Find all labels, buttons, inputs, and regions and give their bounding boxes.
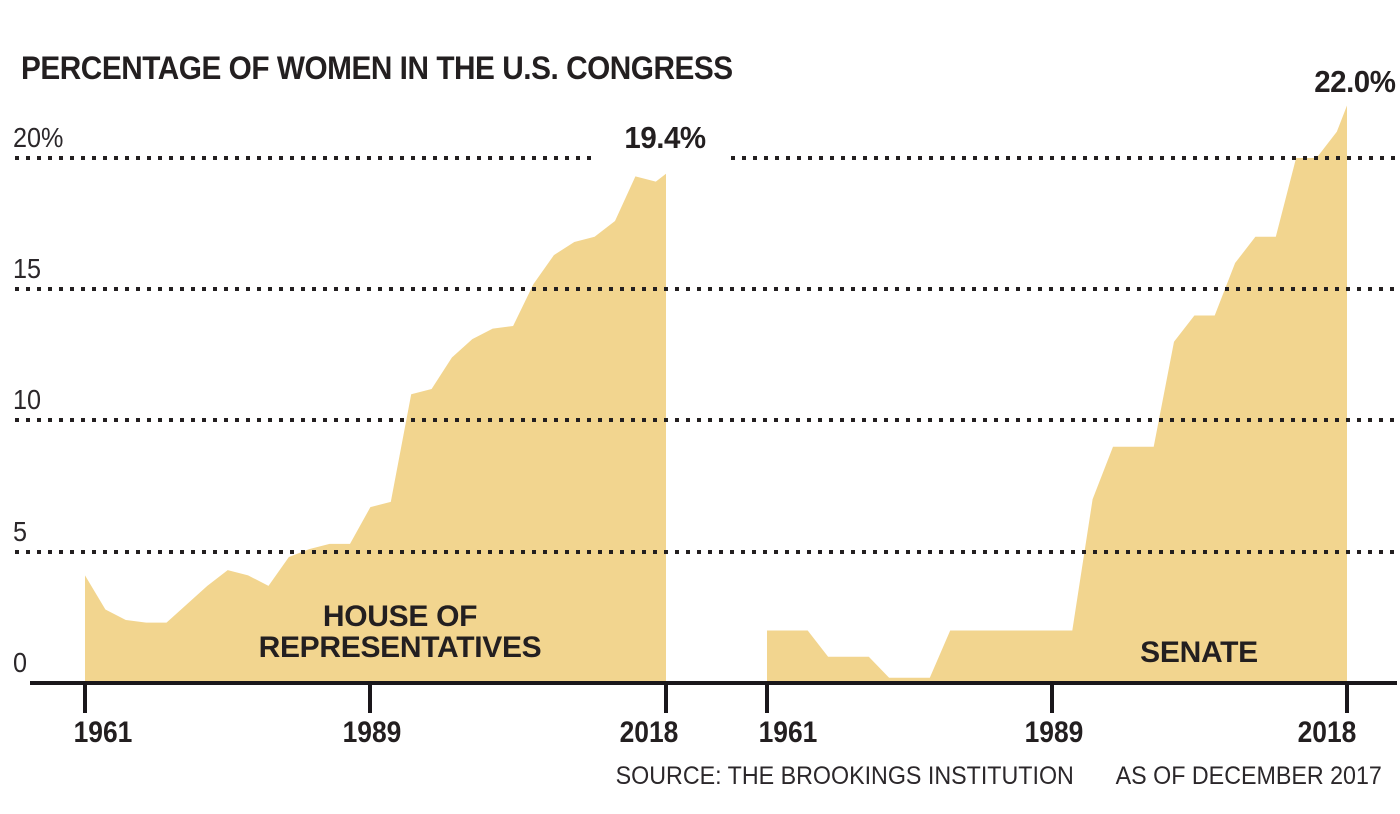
- gridline-15pct: [15, 287, 1397, 291]
- x-label-senate-2018: 2018: [1297, 716, 1357, 749]
- gridline-10pct: [15, 418, 1397, 422]
- x-label-house-1989: 1989: [342, 716, 402, 749]
- as-of-text: AS OF DECEMBER 2017: [1115, 762, 1382, 790]
- tick-senate-2018: [1345, 681, 1349, 713]
- x-label-senate-1989: 1989: [1024, 716, 1084, 749]
- house-peak-annotation: 19.4%: [624, 120, 706, 155]
- tick-senate-1961: [765, 681, 769, 713]
- house-area-label-line2: REPRESENTATIVES: [258, 631, 542, 664]
- y-axis-label-5: 5: [13, 516, 28, 547]
- tick-house-1961: [83, 681, 87, 713]
- senate-area-shape: [767, 105, 1347, 683]
- y-axis-label-20: 20%: [13, 122, 64, 153]
- gridline-20pct-left: [15, 156, 593, 160]
- x-label-house-1961: 1961: [73, 716, 133, 749]
- tick-house-1989: [368, 681, 372, 713]
- y-axis-label-10: 10: [13, 384, 42, 415]
- x-label-house-2018: 2018: [619, 716, 679, 749]
- house-area-label: HOUSE OF REPRESENTATIVES: [200, 601, 600, 663]
- house-area-shape: [85, 173, 666, 684]
- house-area-label-line1: HOUSE OF: [322, 600, 478, 633]
- x-label-senate-1961: 1961: [758, 716, 818, 749]
- tick-senate-1989: [1050, 681, 1054, 713]
- gridline-5pct: [15, 550, 1397, 554]
- source-note: SOURCE: THE BROOKINGS INSTITUTION AS OF D…: [616, 762, 1382, 791]
- gridline-20pct-right: [731, 156, 1397, 160]
- y-axis-label-0: 0: [13, 647, 28, 678]
- page-title: PERCENTAGE OF WOMEN IN THE U.S. CONGRESS: [21, 50, 733, 86]
- senate-peak-annotation: 22.0%: [1313, 64, 1396, 99]
- source-text: SOURCE: THE BROOKINGS INSTITUTION: [615, 762, 1074, 790]
- tick-house-2018: [664, 681, 668, 713]
- x-axis-line: [30, 681, 1397, 685]
- y-axis-label-15: 15: [13, 253, 42, 284]
- senate-area-label: SENATE: [1140, 636, 1258, 669]
